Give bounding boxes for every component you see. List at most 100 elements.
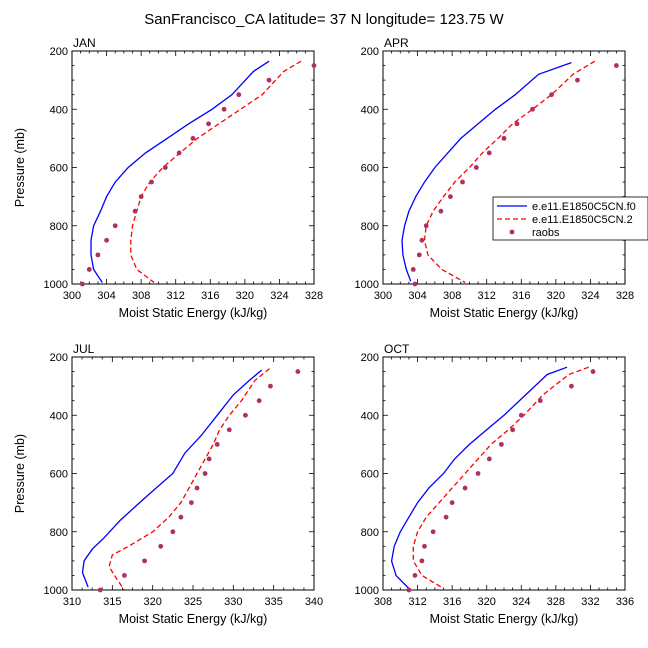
x-tick-label: 332 [581, 596, 599, 608]
y-axis-label: Pressure (mb) [13, 128, 27, 207]
raobs-point [430, 529, 436, 535]
panel-apr: 300 304 308 312 316 320 324 328 200 400 600 800 1000… [355, 36, 635, 320]
raobs-point [569, 383, 574, 389]
x-tick-label: 324 [270, 290, 288, 302]
x-tick-label: 320 [478, 596, 496, 608]
y-tick-label: 1000 [355, 585, 379, 597]
x-tick-label: 308 [374, 596, 392, 608]
x-tick-label: 336 [616, 596, 634, 608]
legend-label-raobs: raobs [532, 227, 560, 239]
x-tick-label: 335 [264, 596, 282, 608]
raobs-point [422, 543, 427, 549]
panel-label: JAN [73, 36, 96, 50]
x-axis-label: Moist Static Energy (kJ/kg) [119, 306, 268, 320]
x-tick-label: 328 [547, 596, 565, 608]
raobs-point [214, 441, 220, 447]
y-tick-label: 400 [50, 104, 68, 116]
raobs-point [226, 427, 232, 433]
x-axis-label: Moist Static Energy (kJ/kg) [430, 612, 579, 626]
raobs-point [473, 165, 479, 170]
raobs-point [122, 573, 127, 578]
raobs-point [206, 121, 211, 127]
y-tick-label: 200 [50, 46, 68, 58]
y-axis-label: Pressure (mb) [13, 434, 27, 513]
raobs-point [170, 529, 176, 535]
y-tick-label: 400 [50, 410, 68, 422]
panel-label: OCT [384, 342, 410, 356]
raobs-point [518, 412, 524, 418]
raobs-point [530, 106, 535, 112]
x-tick-label: 308 [132, 290, 150, 302]
raobs-point [138, 194, 144, 200]
legend-label-model1: e.e11.E1850C5CN.f0 [532, 201, 636, 213]
x-tick-label: 300 [374, 290, 392, 302]
raobs-point [412, 573, 418, 578]
y-tick-label: 200 [361, 352, 379, 364]
y-tick-label: 600 [50, 469, 68, 481]
y-tick-label: 400 [361, 410, 379, 422]
x-tick-label: 324 [512, 596, 530, 608]
raobs-point [142, 558, 148, 564]
raobs-point [202, 471, 208, 476]
panel-label: JUL [73, 342, 95, 356]
raobs-point [256, 398, 262, 404]
legend-box [492, 196, 648, 241]
panel-oct: 308 312 316 320 324 328 332 336 200 400 600 800 1000… [355, 342, 635, 626]
series-line-model1 [401, 61, 572, 282]
series-line-model1 [390, 366, 568, 589]
series-line-model1 [81, 369, 263, 588]
plot-frame [382, 50, 626, 285]
x-tick-label: 340 [305, 596, 323, 608]
raobs-point [206, 456, 212, 462]
raobs-point [590, 369, 596, 374]
y-tick-label: 800 [361, 221, 379, 233]
raobs-point [460, 179, 465, 185]
raobs-point [236, 92, 242, 98]
y-tick-label: 1000 [44, 279, 68, 291]
raobs-point [419, 558, 425, 564]
x-tick-label: 320 [547, 290, 565, 302]
x-tick-label: 330 [224, 596, 242, 608]
raobs-point [158, 543, 164, 549]
x-tick-label: 304 [97, 290, 115, 302]
x-tick-label: 328 [305, 290, 323, 302]
x-tick-label: 312 [408, 596, 426, 608]
legend: e.e11.E1850C5CN.f0 e.e11.E1850C5CN.2 rao… [492, 196, 648, 241]
raobs-point [97, 587, 103, 593]
raobs-point [416, 252, 422, 258]
raobs-point [104, 237, 109, 243]
x-tick-label: 300 [63, 290, 81, 302]
raobs-point [311, 63, 317, 68]
raobs-point [486, 456, 492, 462]
raobs-point [86, 267, 92, 272]
raobs-point [221, 106, 227, 112]
x-tick-label: 328 [616, 290, 634, 302]
x-axis-label: Moist Static Energy (kJ/kg) [119, 612, 268, 626]
raobs-point [549, 92, 554, 98]
raobs-point [449, 500, 455, 506]
raobs-point [537, 398, 543, 404]
raobs-point [132, 208, 138, 214]
raobs-point [514, 121, 520, 127]
series-line-model2 [130, 60, 302, 284]
raobs-point [423, 223, 429, 229]
x-tick-label: 304 [408, 290, 426, 302]
raobs-point [419, 237, 425, 243]
raobs-point [613, 63, 619, 68]
plot-frame [382, 356, 626, 591]
x-tick-label: 308 [443, 290, 461, 302]
y-tick-label: 400 [361, 104, 379, 116]
y-tick-label: 800 [361, 527, 379, 539]
raobs-point [575, 77, 580, 83]
y-tick-label: 1000 [44, 585, 68, 597]
panel-label: APR [384, 36, 409, 50]
raobs-point [448, 194, 453, 200]
x-tick-label: 315 [103, 596, 121, 608]
plot-frame [71, 50, 315, 285]
raobs-point [194, 485, 200, 491]
y-tick-label: 600 [361, 469, 379, 481]
series-line-model2 [423, 60, 596, 284]
raobs-point [79, 281, 85, 287]
legend-label-model2: e.e11.E1850C5CN.2 [532, 214, 633, 226]
